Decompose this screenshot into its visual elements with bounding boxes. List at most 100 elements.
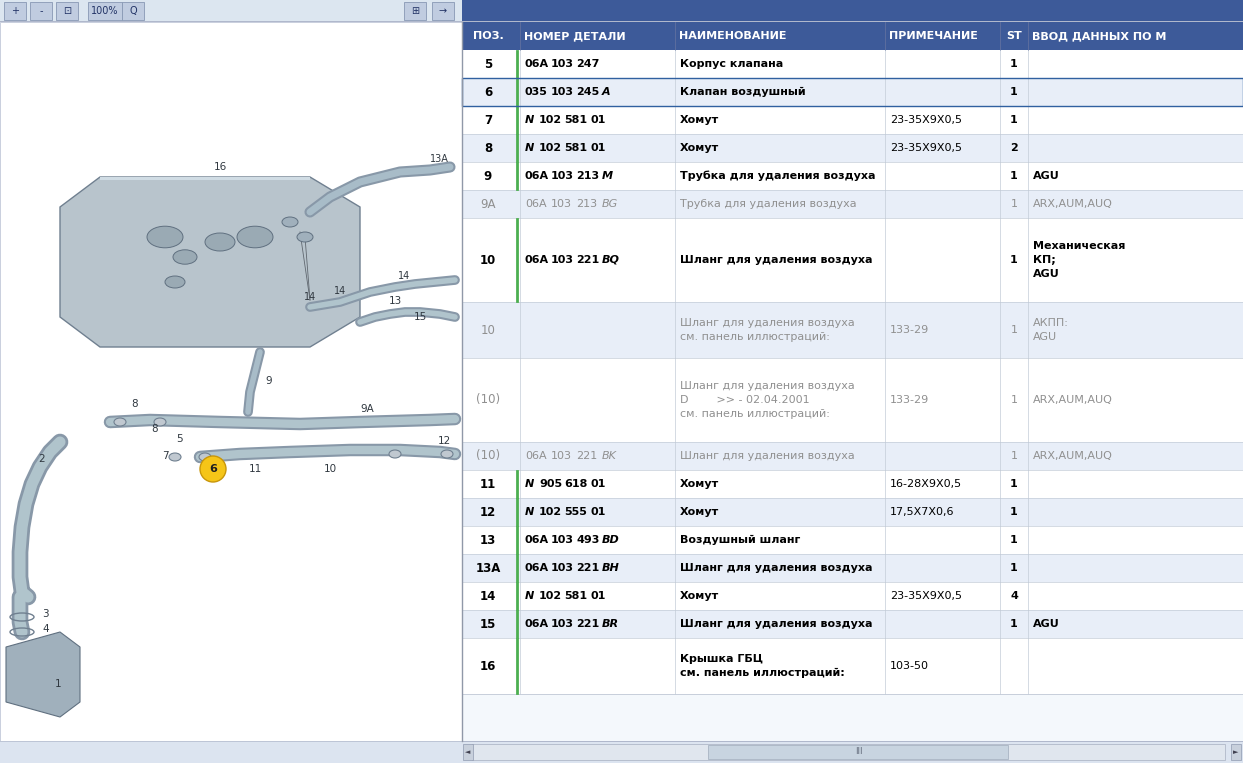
Text: 581: 581 — [564, 591, 588, 601]
Text: ПРИМЕЧАНИЕ: ПРИМЕЧАНИЕ — [889, 31, 978, 41]
Polygon shape — [6, 632, 80, 717]
Text: см. панель иллюстраций:: см. панель иллюстраций: — [680, 409, 830, 419]
Text: 10: 10 — [481, 324, 496, 336]
Text: 5: 5 — [484, 57, 492, 70]
Text: 103: 103 — [551, 171, 573, 181]
Text: 133-29: 133-29 — [890, 325, 930, 335]
Text: BR: BR — [602, 619, 619, 629]
Text: 221: 221 — [577, 255, 599, 265]
Text: 618: 618 — [564, 479, 588, 489]
Text: 103: 103 — [551, 451, 572, 461]
Text: ARX,AUM,AUQ: ARX,AUM,AUQ — [1033, 395, 1112, 405]
Text: 14: 14 — [480, 590, 496, 603]
Text: 1: 1 — [1011, 507, 1018, 517]
Text: 15: 15 — [480, 617, 496, 630]
Text: Шланг для удаления воздуха: Шланг для удаления воздуха — [680, 255, 873, 265]
Ellipse shape — [389, 450, 401, 458]
Text: III: III — [855, 748, 863, 756]
Text: 06A: 06A — [525, 59, 549, 69]
Text: N: N — [525, 479, 534, 489]
Bar — [462, 526, 1243, 554]
Text: Хомут: Хомут — [680, 479, 720, 489]
Bar — [472, 744, 1226, 760]
Text: 1: 1 — [1011, 619, 1018, 629]
Bar — [0, 22, 462, 741]
Circle shape — [200, 456, 226, 482]
Text: ПОЗ.: ПОЗ. — [472, 31, 503, 41]
Bar — [122, 2, 144, 20]
Ellipse shape — [282, 217, 298, 227]
Text: 01: 01 — [590, 115, 605, 125]
Text: 102: 102 — [539, 115, 562, 125]
Text: AGU: AGU — [1033, 269, 1060, 279]
Polygon shape — [60, 177, 360, 347]
Text: 245: 245 — [577, 87, 599, 97]
Text: 1: 1 — [1011, 395, 1018, 405]
Text: M: M — [602, 171, 613, 181]
Bar — [0, 0, 1243, 22]
Text: 11: 11 — [249, 464, 261, 474]
Text: N: N — [525, 115, 534, 125]
Text: (10): (10) — [476, 449, 500, 462]
Text: КП;: КП; — [1033, 255, 1055, 265]
Text: 17,5X7X0,6: 17,5X7X0,6 — [890, 507, 955, 517]
Text: 213: 213 — [577, 171, 599, 181]
Bar — [462, 78, 1243, 106]
Text: 01: 01 — [590, 591, 605, 601]
Text: -: - — [40, 6, 42, 16]
Text: 221: 221 — [577, 563, 599, 573]
Text: ST: ST — [1006, 31, 1022, 41]
Bar — [30, 2, 52, 20]
Text: см. панель иллюстраций:: см. панель иллюстраций: — [680, 668, 845, 678]
Bar — [462, 134, 1243, 162]
Text: 06A: 06A — [525, 535, 549, 545]
Text: →: → — [439, 6, 447, 16]
Text: 1: 1 — [1011, 535, 1018, 545]
Text: 14: 14 — [303, 292, 316, 302]
Text: BD: BD — [602, 535, 619, 545]
Text: 1: 1 — [1011, 59, 1018, 69]
Text: N: N — [525, 591, 534, 601]
Bar — [462, 22, 1243, 50]
Bar — [462, 0, 1243, 22]
Text: 8: 8 — [152, 424, 158, 434]
Text: 1: 1 — [1011, 255, 1018, 265]
Text: Клапан воздушный: Клапан воздушный — [680, 87, 805, 97]
Ellipse shape — [169, 453, 181, 461]
Bar — [462, 162, 1243, 190]
Text: ►: ► — [1233, 749, 1239, 755]
Text: AGU: AGU — [1033, 619, 1060, 629]
Text: ◄: ◄ — [465, 749, 471, 755]
Text: 213: 213 — [577, 199, 598, 209]
Bar — [462, 190, 1243, 218]
Ellipse shape — [165, 276, 185, 288]
Ellipse shape — [237, 226, 273, 248]
Bar — [0, 22, 462, 741]
Bar — [462, 744, 474, 760]
Text: 23-35X9X0,5: 23-35X9X0,5 — [890, 115, 962, 125]
Text: 8: 8 — [132, 399, 138, 409]
Text: 493: 493 — [577, 535, 599, 545]
Text: 4: 4 — [42, 624, 48, 634]
Text: ⊡: ⊡ — [63, 6, 71, 16]
Bar — [462, 22, 1243, 741]
Text: 8: 8 — [484, 141, 492, 154]
Text: 13A: 13A — [475, 562, 501, 575]
Bar — [0, 741, 1243, 742]
Text: 103: 103 — [551, 619, 573, 629]
Text: 1: 1 — [1011, 479, 1018, 489]
Text: 3: 3 — [42, 609, 48, 619]
Text: 12: 12 — [438, 436, 451, 446]
Bar — [1231, 744, 1241, 760]
Text: ARX,AUM,AUQ: ARX,AUM,AUQ — [1033, 199, 1112, 209]
Text: 905: 905 — [539, 479, 562, 489]
Ellipse shape — [297, 232, 313, 242]
Text: 16-28X9X0,5: 16-28X9X0,5 — [890, 479, 962, 489]
Text: 555: 555 — [564, 507, 588, 517]
Bar — [462, 582, 1243, 610]
Text: 16: 16 — [480, 659, 496, 672]
Bar — [462, 302, 1243, 358]
Text: 221: 221 — [577, 451, 598, 461]
Text: 9A: 9A — [360, 404, 374, 414]
Text: 11: 11 — [480, 478, 496, 491]
